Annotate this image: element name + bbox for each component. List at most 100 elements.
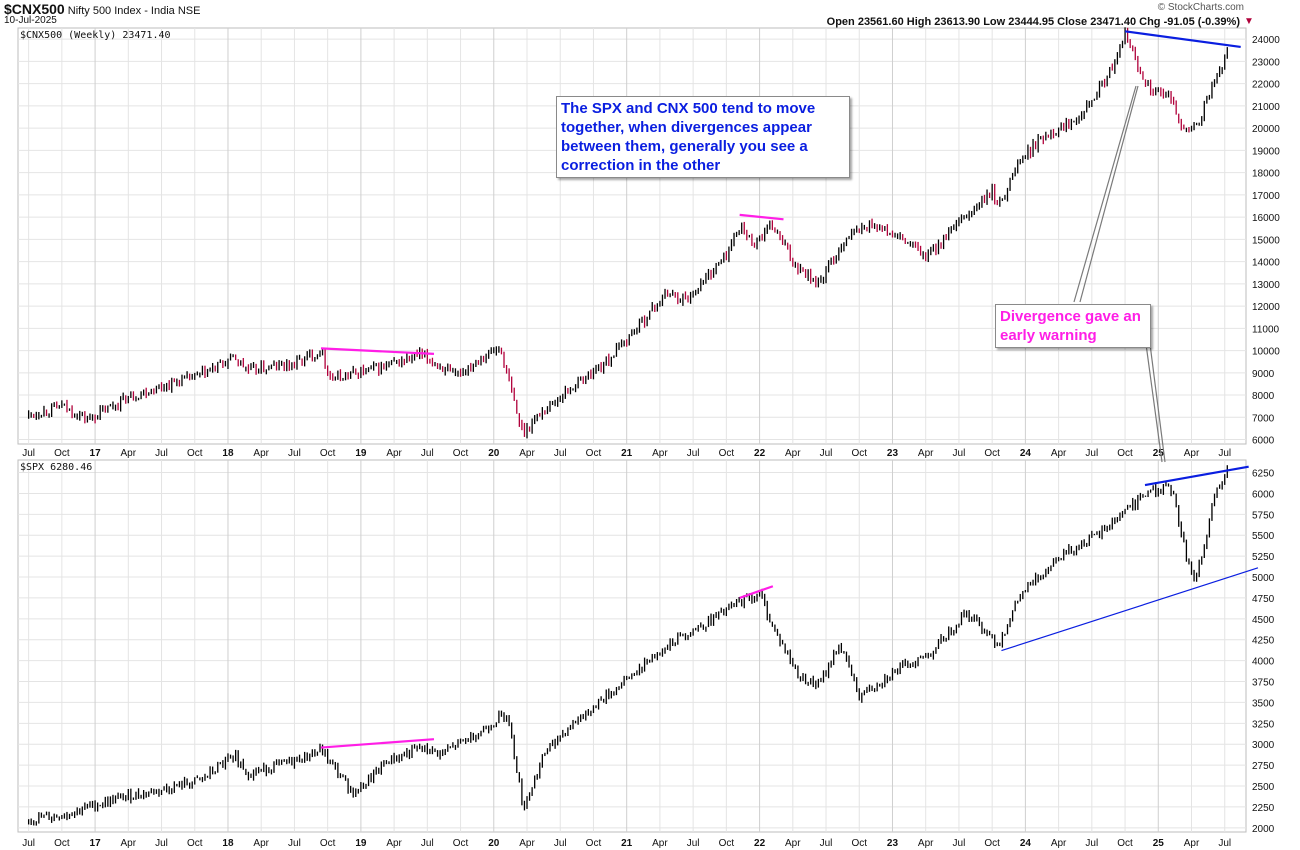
x-tick-label: Apr: [1184, 448, 1200, 459]
x-tick-label: Jul: [421, 838, 434, 849]
x-tick-label: Oct: [54, 838, 70, 849]
panel-label-spx: $SPX 6280.46: [20, 462, 93, 473]
x-tick-label: Jul: [687, 448, 700, 459]
x-tick-label: Jul: [155, 448, 168, 459]
x-tick-label: Jul: [554, 448, 567, 459]
y-tick-label: 24000: [1252, 35, 1280, 46]
panel-frame: [17, 27, 1247, 445]
x-tick-label: Apr: [386, 448, 402, 459]
x-tick-label: Apr: [121, 838, 137, 849]
annotation-box-divergence: Divergence gave an early warning: [995, 304, 1151, 348]
y-tick-label: 6000: [1252, 489, 1275, 500]
x-tick-label: Apr: [1184, 838, 1200, 849]
y-tick-label: 5750: [1252, 510, 1275, 521]
x-tick-label: Jul: [687, 838, 700, 849]
y-tick-label: 3500: [1252, 698, 1275, 709]
panel-frame: [17, 459, 1247, 833]
x-tick-label: Jul: [1085, 448, 1098, 459]
y-tick-label: 2000: [1252, 824, 1275, 835]
y-tick-label: 4750: [1252, 594, 1275, 605]
x-tick-label: 22: [754, 448, 766, 459]
x-tick-label: Apr: [1051, 838, 1067, 849]
y-tick-label: 16000: [1252, 213, 1280, 224]
y-tick-label: 15000: [1252, 235, 1280, 246]
y-tick-label: 8000: [1252, 391, 1275, 402]
x-tick-label: Jul: [953, 448, 966, 459]
y-tick-label: 2250: [1252, 803, 1275, 814]
x-tick-label: Oct: [719, 448, 735, 459]
x-tick-label: Jul: [421, 448, 434, 459]
y-tick-label: 4500: [1252, 615, 1275, 626]
blue-trendline: [1124, 30, 1241, 48]
x-tick-label: Jul: [953, 838, 966, 849]
x-tick-label: Apr: [785, 448, 801, 459]
magenta-trendline: [739, 585, 774, 599]
y-tick-label: 7000: [1252, 413, 1275, 424]
y-tick-label: 12000: [1252, 302, 1280, 313]
y-tick-label: 13000: [1252, 280, 1280, 291]
x-tick-label: Apr: [519, 448, 535, 459]
x-tick-label: Oct: [1117, 838, 1133, 849]
x-tick-label: Apr: [652, 838, 668, 849]
y-tick-label: 5000: [1252, 573, 1275, 584]
x-tick-label: 20: [488, 448, 500, 459]
x-tick-label: Apr: [918, 838, 934, 849]
callout-pointer: [1145, 343, 1163, 463]
x-tick-label: Oct: [453, 448, 469, 459]
x-tick-label: 21: [621, 448, 633, 459]
index-name: Nifty 500 Index - India: [67, 5, 175, 17]
x-tick-label: Jul: [22, 838, 35, 849]
x-tick-label: Apr: [519, 838, 535, 849]
x-tick-label: Oct: [453, 838, 469, 849]
source-watermark: © StockCharts.com: [1157, 2, 1244, 13]
x-tick-label: Jul: [1218, 448, 1231, 459]
x-tick-label: 19: [355, 838, 367, 849]
x-tick-label: Oct: [187, 448, 203, 459]
x-tick-label: 24: [1020, 838, 1032, 849]
x-tick-label: Apr: [652, 448, 668, 459]
callout-pointer: [1149, 343, 1166, 463]
y-tick-label: 20000: [1252, 124, 1280, 135]
y-tick-label: 17000: [1252, 191, 1280, 202]
magenta-trendline: [320, 738, 435, 749]
x-tick-label: Jul: [155, 838, 168, 849]
y-tick-label: 22000: [1252, 80, 1280, 91]
x-tick-label: Oct: [586, 448, 602, 459]
x-tick-label: Oct: [187, 838, 203, 849]
x-tick-label: Oct: [1117, 448, 1133, 459]
x-tick-label: 19: [355, 448, 367, 459]
x-tick-label: Oct: [984, 838, 1000, 849]
y-tick-label: 9000: [1252, 369, 1275, 380]
y-tick-label: 5250: [1252, 552, 1275, 563]
x-tick-label: Jul: [288, 838, 301, 849]
blue-trendline: [1001, 567, 1259, 652]
x-tick-label: Apr: [253, 448, 269, 459]
y-tick-label: 11000: [1252, 324, 1280, 335]
ohlc-readout: Open 23561.60 High 23613.90 Low 23444.95…: [826, 16, 1240, 28]
x-tick-label: Jul: [820, 448, 833, 459]
y-tick-label: 10000: [1252, 347, 1280, 358]
x-tick-label: 21: [621, 838, 633, 849]
x-tick-label: 20: [488, 838, 500, 849]
x-tick-label: Apr: [785, 838, 801, 849]
down-arrow-icon: ▼: [1244, 16, 1254, 27]
y-tick-label: 14000: [1252, 258, 1280, 269]
y-tick-label: 3000: [1252, 740, 1275, 751]
x-tick-label: 22: [754, 838, 766, 849]
x-tick-label: Apr: [386, 838, 402, 849]
x-tick-label: Jul: [554, 838, 567, 849]
y-tick-label: 6000: [1252, 436, 1275, 447]
y-tick-label: 5500: [1252, 531, 1275, 542]
x-tick-label: Oct: [320, 838, 336, 849]
y-tick-label: 4000: [1252, 657, 1275, 668]
x-tick-label: Oct: [851, 838, 867, 849]
x-tick-label: Oct: [719, 838, 735, 849]
x-tick-label: 18: [222, 448, 234, 459]
y-tick-label: 3250: [1252, 719, 1275, 730]
x-tick-label: Jul: [288, 448, 301, 459]
x-tick-label: 23: [887, 448, 899, 459]
x-tick-label: 24: [1020, 448, 1032, 459]
y-tick-label: 19000: [1252, 146, 1280, 157]
callout-pointer: [1073, 85, 1137, 303]
